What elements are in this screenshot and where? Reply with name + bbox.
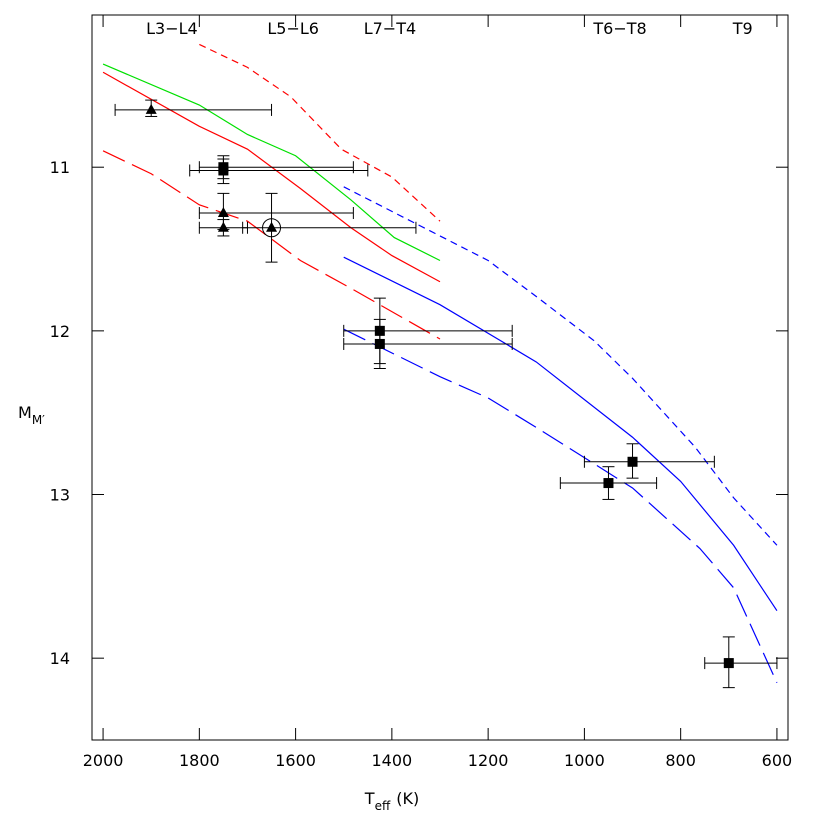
x-label-rest: (K) [396, 789, 419, 808]
x-label-sub: eff [375, 799, 391, 813]
spectral-type-label: T6−T8 [592, 19, 646, 38]
y-tick-label: 14 [50, 649, 70, 668]
x-tick-label: 2000 [83, 751, 124, 770]
x-tick-label: 1400 [372, 751, 413, 770]
y-label-main: M [18, 403, 32, 422]
x-tick-label: 600 [762, 751, 793, 770]
point-marker [217, 221, 229, 232]
y-tick-label: 13 [50, 486, 70, 505]
spectral-type-label: L3−L4 [146, 19, 198, 38]
point-marker [217, 207, 229, 218]
x-tick-label: 1800 [179, 751, 220, 770]
point-marker [218, 165, 229, 176]
x-tick-label: 1600 [275, 751, 316, 770]
point-marker [374, 338, 385, 349]
model-line [343, 328, 778, 683]
x-tick-label: 1000 [564, 751, 605, 770]
model-line [343, 186, 778, 546]
spectral-type-label: T9 [732, 19, 753, 38]
y-axis-label: MM′ [18, 403, 45, 427]
model-line [102, 150, 441, 340]
x-axis-label: Teff (K) [364, 789, 419, 813]
model-line [199, 43, 441, 222]
model-line [102, 63, 441, 262]
point-marker [627, 456, 638, 467]
point-marker [145, 103, 157, 114]
model-line [343, 256, 778, 612]
x-tick-label: 1200 [468, 751, 509, 770]
y-label-sub: M′ [32, 413, 45, 427]
spectral-type-label: L7−T4 [364, 19, 416, 38]
point-marker [723, 658, 734, 669]
y-tick-label: 11 [50, 158, 70, 177]
model-line [102, 71, 441, 283]
x-label-main: T [364, 789, 375, 808]
y-tick-label: 12 [50, 322, 70, 341]
plot-frame [91, 14, 789, 741]
point-ring [262, 218, 282, 238]
point-marker [266, 221, 278, 232]
spectral-type-label: L5−L6 [267, 19, 319, 38]
point-marker [603, 478, 614, 489]
x-tick-label: 800 [665, 751, 696, 770]
